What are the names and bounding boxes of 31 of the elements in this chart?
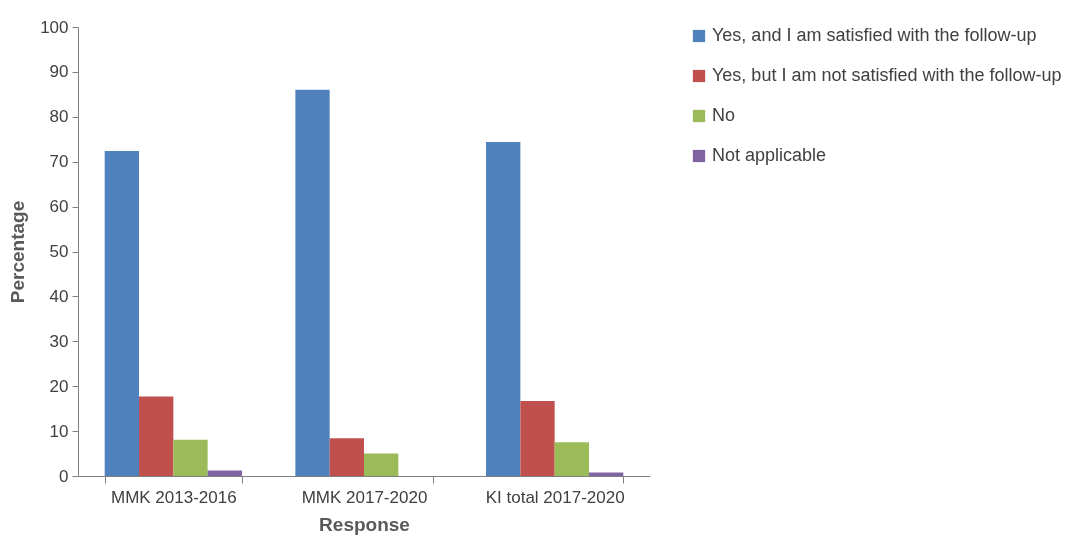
y-tick-label: 10 xyxy=(49,421,69,441)
bar xyxy=(588,472,624,476)
bar xyxy=(520,401,555,476)
y-tick-label: 20 xyxy=(49,376,69,396)
bar xyxy=(554,442,589,476)
bar xyxy=(486,141,521,476)
bar xyxy=(295,89,330,476)
legend-label: Yes, but I am not satisfied with the follow-up xyxy=(712,65,1062,85)
x-tick-label: KI total 2017-2020 xyxy=(485,487,625,507)
legend-label: Not applicable xyxy=(712,145,827,165)
bar xyxy=(104,150,140,476)
y-tick-label: 70 xyxy=(49,152,69,172)
x-axis-title: Response xyxy=(319,513,410,535)
legend-label: No xyxy=(712,105,736,125)
x-tick-label: MMK 2017-2020 xyxy=(301,487,428,507)
y-tick-label: 40 xyxy=(49,286,69,306)
y-tick-label: 90 xyxy=(49,62,69,82)
y-tick-label: 0 xyxy=(59,466,69,486)
y-tick-label: 50 xyxy=(49,242,69,261)
y-tick-label: 100 xyxy=(40,17,69,37)
bar xyxy=(329,438,364,476)
bar xyxy=(364,453,399,476)
legend-label: Yes, and I am satisfied with the follow-up xyxy=(712,25,1037,45)
y-tick-label: 60 xyxy=(49,197,69,217)
y-axis-title: Percentage xyxy=(7,200,29,304)
bar xyxy=(207,470,242,476)
bar xyxy=(173,439,208,476)
bar xyxy=(139,396,174,476)
y-tick-label: 80 xyxy=(49,107,69,127)
y-tick-label: 30 xyxy=(49,331,69,351)
x-tick-label: MMK 2013-2016 xyxy=(110,487,237,507)
